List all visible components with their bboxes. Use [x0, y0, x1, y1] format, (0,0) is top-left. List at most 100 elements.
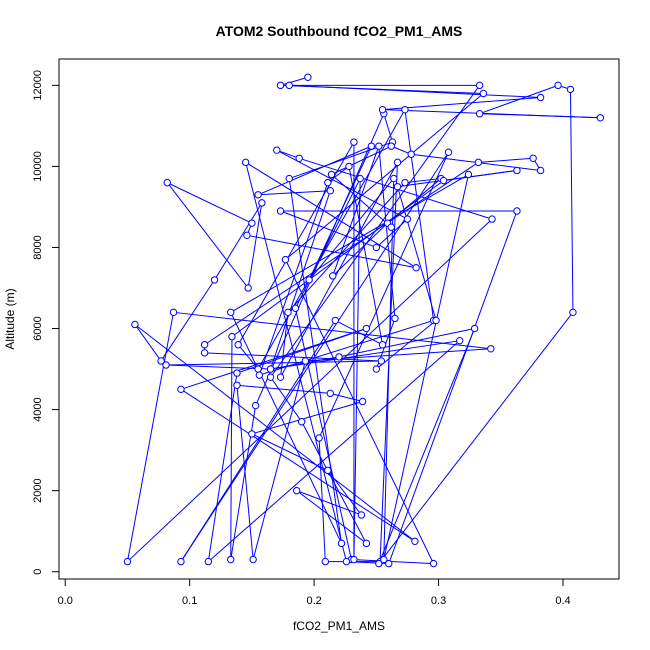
series-segment [330, 392, 363, 402]
data-point [266, 373, 275, 381]
series-segment [289, 141, 393, 180]
series-segment [134, 324, 416, 542]
series-segment [230, 174, 469, 313]
series-segment [258, 182, 329, 376]
series-segment [376, 320, 437, 370]
data-point [474, 158, 483, 167]
series-segment [382, 97, 541, 111]
y-tick-label: 12000 [32, 70, 44, 101]
series-segment [308, 178, 395, 281]
series-segment [245, 162, 347, 562]
series-segment [251, 400, 363, 435]
x-axis: 0.0 0.1 0.2 0.3 0.4 [58, 578, 571, 607]
data-point [177, 557, 185, 566]
data-point [285, 81, 293, 90]
data-point [233, 369, 241, 377]
data-point [444, 148, 453, 156]
data-point [356, 174, 364, 183]
series-segment [479, 84, 559, 115]
data-point [479, 89, 488, 98]
series-segment [252, 360, 306, 560]
data-point [169, 308, 178, 317]
series-segment [348, 166, 384, 345]
data-point [254, 191, 262, 199]
data-point [378, 341, 387, 349]
x-tick-label: 0.3 [431, 595, 446, 607]
data-point [387, 142, 395, 150]
x-tick-label: 0.4 [555, 595, 570, 607]
series-segment [257, 109, 406, 370]
data-point [276, 81, 285, 90]
y-axis-label: Altitude (m) [3, 288, 17, 349]
data-point [529, 154, 537, 162]
data-point [403, 215, 412, 223]
data-point [393, 182, 402, 191]
data-point [362, 539, 371, 548]
series-segment [270, 340, 460, 370]
y-axis: 0 2000 4000 6000 8000 10000 12000 [32, 70, 60, 575]
data-point [163, 178, 171, 187]
series-segment [335, 319, 383, 346]
data-point [162, 361, 170, 369]
series-segment [375, 218, 408, 248]
data-point [304, 73, 312, 81]
series-segment [126, 312, 174, 562]
y-tick-label: 10000 [32, 151, 44, 182]
data-point [536, 166, 545, 175]
data-point [228, 332, 236, 341]
series-segment [327, 166, 350, 184]
data-point [464, 170, 473, 179]
data-point [244, 284, 252, 292]
data-point [412, 264, 420, 272]
x-axis-label: fCO2_PM1_AMS [293, 619, 385, 633]
data-point [233, 381, 241, 389]
data-point [488, 215, 496, 223]
series-segment [230, 312, 342, 544]
data-point [401, 178, 409, 187]
data-point [243, 231, 251, 240]
data-point [276, 207, 285, 215]
data-point [362, 324, 371, 333]
data-point [248, 219, 256, 227]
series-segment [180, 328, 367, 390]
x-tick-label: 0.2 [306, 595, 321, 607]
series-segment [331, 145, 392, 175]
data-point [251, 401, 260, 410]
data-point [439, 176, 448, 185]
data-point [335, 353, 343, 361]
series-segment [166, 182, 249, 289]
data-point [372, 365, 381, 373]
series-segment [204, 352, 382, 362]
data-point [350, 138, 358, 146]
data-point [291, 304, 300, 312]
series-segment [251, 433, 329, 471]
data-point [342, 557, 351, 566]
y-tick-label: 0 [32, 569, 44, 575]
data-point [210, 276, 219, 284]
data-point [357, 511, 366, 519]
data-point [249, 555, 257, 564]
data-point [367, 142, 376, 150]
data-point [407, 150, 415, 158]
data-point [377, 357, 386, 365]
data-point [292, 486, 301, 495]
data-point [513, 166, 521, 175]
data-point [411, 537, 419, 546]
data-point [281, 255, 290, 264]
data-point [393, 158, 402, 167]
data-point [350, 555, 358, 564]
data-point [204, 557, 213, 566]
data-point [385, 559, 393, 568]
data-point [329, 272, 337, 280]
data-point [380, 555, 388, 564]
data-point [596, 114, 605, 122]
data-point [566, 85, 575, 94]
data-point [327, 170, 336, 179]
data-point [326, 389, 334, 398]
data-point [200, 349, 209, 357]
series-segment [308, 145, 372, 281]
series-segment [166, 364, 271, 370]
data-point [375, 559, 383, 568]
series-segment [231, 180, 444, 338]
data-point [248, 430, 256, 438]
